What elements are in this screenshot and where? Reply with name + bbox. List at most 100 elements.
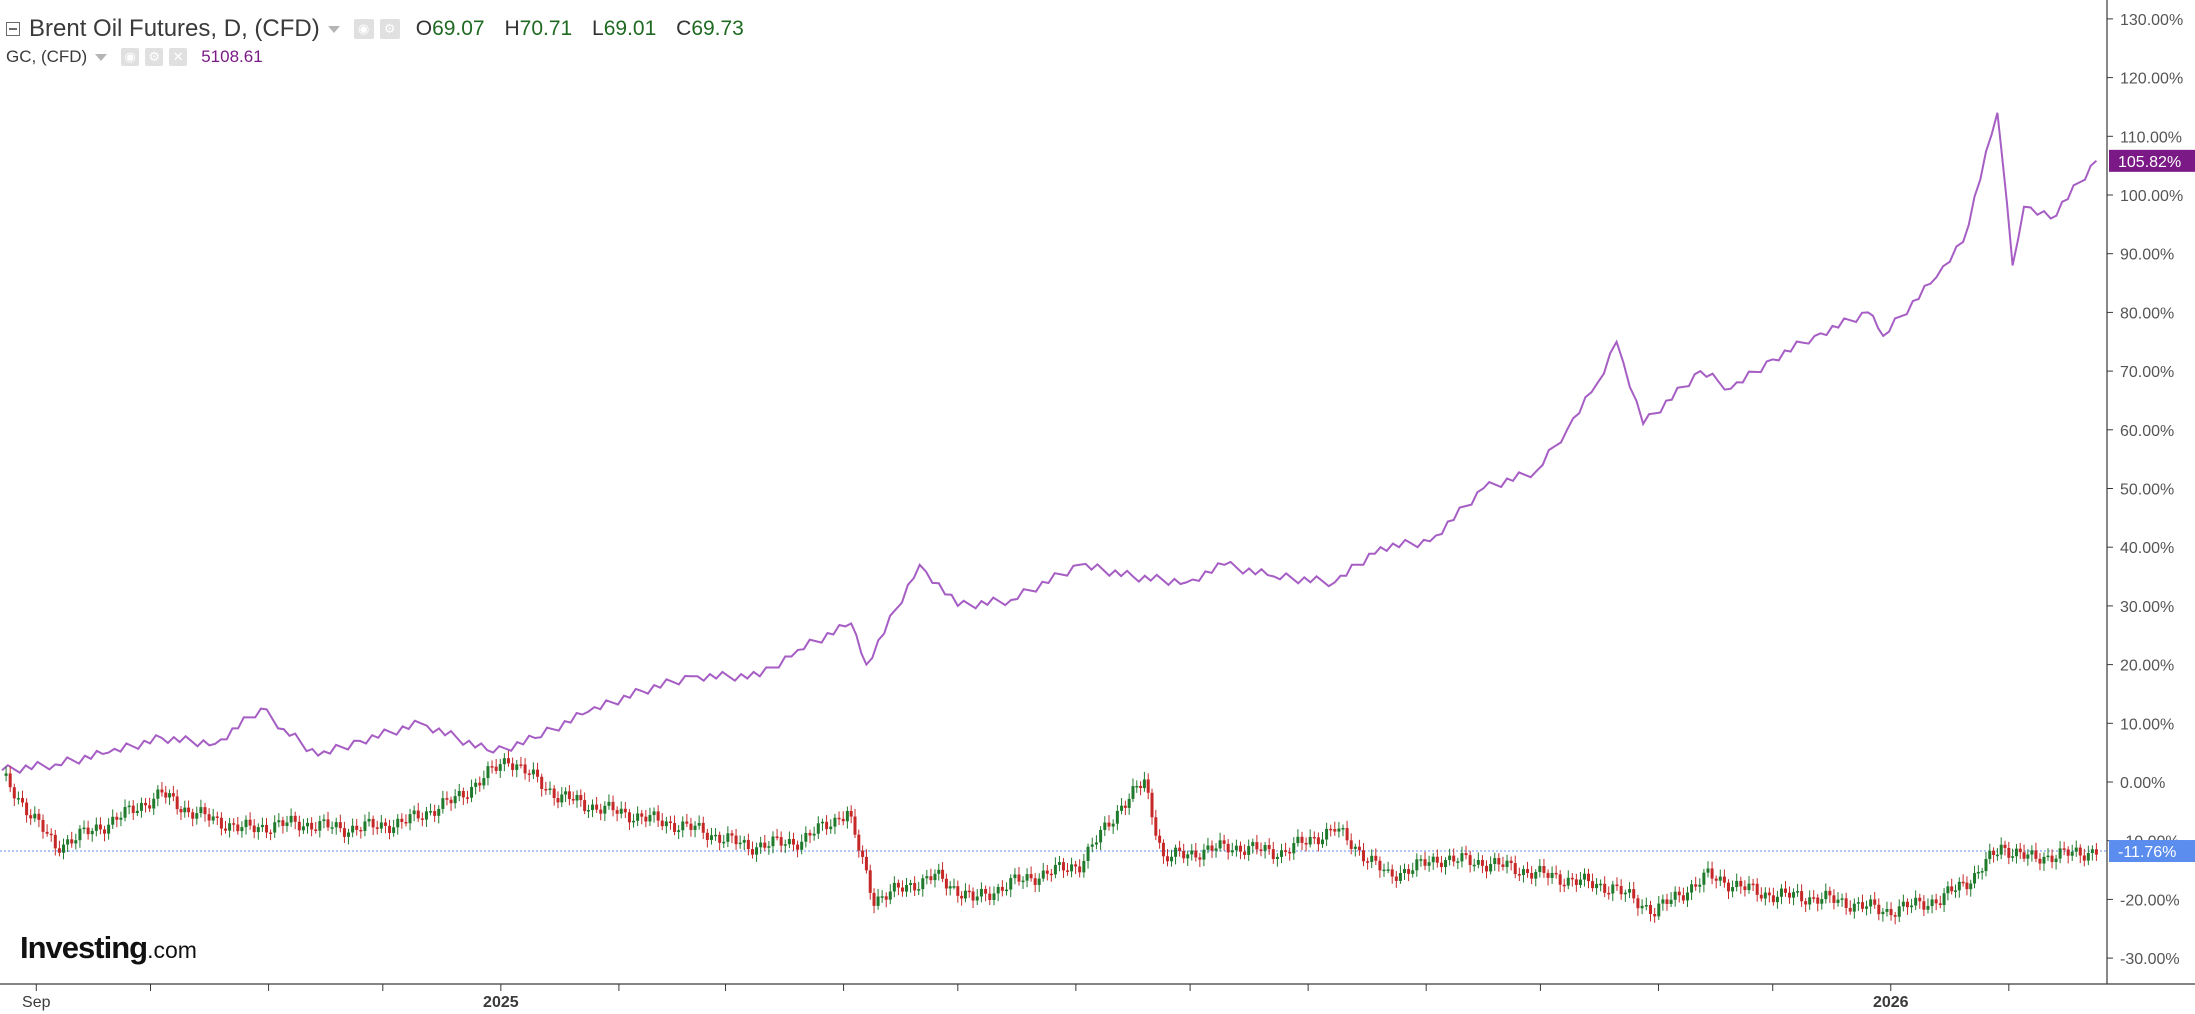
candle-body bbox=[2078, 847, 2082, 856]
candle-body bbox=[1017, 874, 1021, 882]
candle-body bbox=[53, 834, 57, 849]
candle-body bbox=[160, 789, 164, 793]
candle-body bbox=[1452, 855, 1456, 862]
candle-body bbox=[1206, 845, 1210, 850]
candle-body bbox=[33, 813, 37, 819]
candle-body bbox=[135, 810, 139, 814]
candle-body bbox=[1824, 890, 1828, 900]
candle-body bbox=[718, 834, 722, 843]
candle-body bbox=[1812, 897, 1816, 899]
candle-body bbox=[486, 766, 490, 779]
candle-body bbox=[1747, 883, 1751, 891]
candle-body bbox=[16, 798, 20, 800]
candle-body bbox=[1186, 854, 1190, 859]
candle-body bbox=[1739, 880, 1743, 887]
high-value: 70.71 bbox=[519, 17, 573, 40]
compare-series-title[interactable]: GC, (CFD) bbox=[6, 47, 88, 66]
candle-body bbox=[1107, 822, 1111, 827]
candle-body bbox=[791, 838, 795, 845]
series-menu-caret-icon[interactable] bbox=[327, 25, 340, 33]
candle-body bbox=[388, 825, 392, 833]
candle-body bbox=[1158, 835, 1162, 843]
candle-body bbox=[1234, 845, 1238, 851]
candle-body bbox=[1965, 882, 1969, 890]
candle-body bbox=[269, 832, 273, 834]
candle-body bbox=[1398, 873, 1402, 881]
candle-body bbox=[1174, 847, 1178, 857]
candle-body bbox=[94, 824, 98, 831]
candle-body bbox=[1542, 866, 1546, 873]
candle-body bbox=[82, 827, 86, 830]
candle-body bbox=[1938, 903, 1942, 906]
candle-body bbox=[1893, 915, 1897, 917]
candle-body bbox=[937, 869, 941, 874]
candle-body bbox=[1279, 850, 1283, 857]
main-series-legend: Brent Oil Futures, D, (CFD) ◉ ⚙ O69.07 H… bbox=[6, 14, 758, 44]
gear-icon[interactable]: ⚙ bbox=[379, 19, 400, 39]
candle-body bbox=[1558, 874, 1562, 885]
candle-body bbox=[1493, 858, 1497, 864]
candle-body bbox=[1914, 897, 1918, 906]
candle-body bbox=[984, 888, 988, 894]
main-series-title[interactable]: Brent Oil Futures, D, (CFD) bbox=[29, 15, 320, 42]
candle-body bbox=[1053, 864, 1057, 875]
candle-body bbox=[1170, 856, 1174, 862]
candle-body bbox=[1513, 863, 1517, 875]
candle-body bbox=[1329, 828, 1333, 831]
candle-body bbox=[2090, 849, 2094, 854]
candle-body bbox=[392, 827, 396, 833]
candle-body bbox=[2066, 849, 2070, 856]
candle-body bbox=[1415, 859, 1419, 871]
candle-body bbox=[228, 823, 232, 831]
candle-body bbox=[379, 822, 383, 829]
candle-body bbox=[1382, 869, 1386, 872]
candle-body bbox=[1033, 878, 1037, 885]
candle-body bbox=[2034, 850, 2038, 859]
candle-body bbox=[599, 809, 603, 814]
candle-body bbox=[1013, 874, 1017, 879]
candle-body bbox=[960, 895, 964, 899]
candle-body bbox=[1078, 866, 1082, 873]
candle-body bbox=[956, 886, 960, 896]
candle-body bbox=[2050, 855, 2054, 863]
candle-body bbox=[1165, 856, 1169, 862]
candle-body bbox=[1698, 884, 1702, 887]
investing-logo[interactable]: Investing.com bbox=[20, 930, 197, 966]
candle-body bbox=[1226, 843, 1230, 853]
candle-body bbox=[265, 824, 269, 833]
candle-body bbox=[1611, 884, 1615, 894]
y-tick-label: 20.00% bbox=[2120, 658, 2174, 675]
candle-body bbox=[884, 896, 888, 900]
candle-body bbox=[1468, 855, 1472, 865]
candle-body bbox=[1957, 881, 1961, 891]
candle-body bbox=[1099, 829, 1103, 843]
y-tick-label: 60.00% bbox=[2120, 423, 2174, 440]
compare-menu-caret-icon[interactable] bbox=[95, 53, 108, 61]
collapse-legend-icon[interactable] bbox=[6, 22, 20, 36]
candle-body bbox=[1218, 840, 1222, 849]
candle-body bbox=[800, 841, 804, 850]
candle-body bbox=[730, 833, 734, 836]
eye-icon[interactable]: ◉ bbox=[121, 48, 140, 66]
candle-body bbox=[1325, 828, 1329, 840]
candle-body bbox=[297, 821, 301, 831]
candle-body bbox=[1792, 892, 1796, 898]
candle-body bbox=[783, 844, 787, 846]
candle-body bbox=[453, 796, 457, 804]
ohlc-values: O69.07 H70.71 L69.01 C69.73 bbox=[416, 17, 758, 41]
candle-body bbox=[2046, 855, 2050, 858]
close-icon[interactable]: ✕ bbox=[169, 48, 188, 66]
candle-body bbox=[371, 818, 375, 828]
candle-body bbox=[1538, 866, 1542, 873]
candle-body bbox=[1820, 899, 1824, 904]
candle-body bbox=[515, 764, 519, 770]
candle-body bbox=[1419, 859, 1423, 861]
candle-body bbox=[796, 844, 800, 850]
candle-body bbox=[1247, 846, 1251, 855]
candle-body bbox=[909, 883, 913, 885]
gear-icon[interactable]: ⚙ bbox=[145, 48, 164, 66]
candle-body bbox=[1587, 873, 1591, 882]
candle-body bbox=[1628, 889, 1632, 893]
eye-icon[interactable]: ◉ bbox=[353, 19, 374, 39]
